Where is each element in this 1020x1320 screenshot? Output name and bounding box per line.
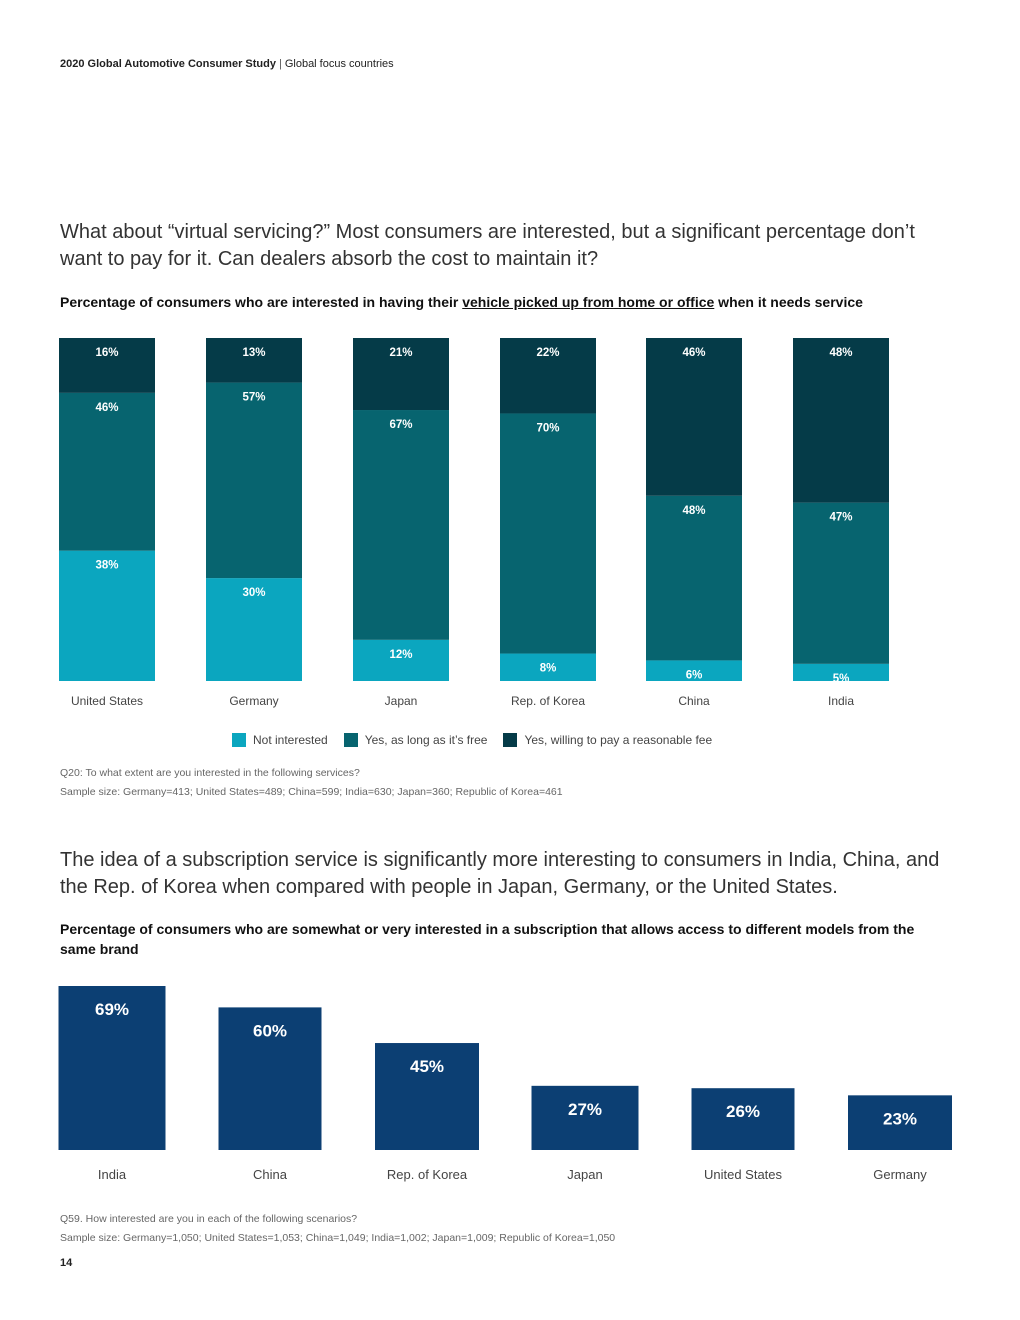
data-label: 22% (536, 347, 559, 359)
bar-india-yes-willing-to-pay-a-reasonable-fee (793, 338, 889, 503)
section1-question: Q20: To what extent are you interested i… (60, 767, 360, 779)
section2-headline: The idea of a subscription service is si… (60, 849, 940, 898)
bar-japan-yes-as-long-as-it-s-free (353, 410, 449, 640)
category-label-japan: Japan (385, 694, 418, 708)
bar-japan-not-interested (353, 639, 449, 681)
legend-label: Yes, as long as it’s free (364, 733, 488, 747)
category-label-united-states: United States (71, 694, 143, 708)
bar-china-yes-willing-to-pay-a-reasonable-fee (646, 338, 742, 496)
data-label: 5% (833, 673, 850, 685)
category-label-rep-of-korea: Rep. of Korea (511, 694, 585, 708)
bar-united-states (691, 1088, 795, 1150)
data-label: 46% (95, 402, 118, 414)
bar-china-not-interested (646, 660, 742, 681)
category-label-japan: Japan (567, 1167, 602, 1182)
bar-india-yes-as-long-as-it-s-free (793, 502, 889, 664)
data-label: 8% (540, 663, 557, 675)
data-label: 6% (686, 669, 703, 681)
data-label: 23% (883, 1109, 917, 1128)
header-separator: | (278, 58, 282, 70)
data-label: 67% (389, 419, 412, 431)
section2-question: Q59. How interested are you in each of t… (60, 1213, 358, 1225)
data-label: 48% (682, 505, 705, 517)
bar-united-states-yes-willing-to-pay-a-reasonable-fee (59, 338, 155, 393)
report-header: 2020 Global Automotive Consumer Study | Gl… (60, 58, 394, 70)
category-label-india: India (98, 1167, 127, 1182)
data-label: 45% (410, 1057, 444, 1076)
category-label-germany: Germany (229, 694, 278, 708)
legend-label: Not interested (253, 733, 328, 747)
data-label: 60% (253, 1021, 287, 1040)
section1-headline: What about “virtual servicing?” Most con… (60, 221, 915, 270)
chart-legend: Not interested Yes, as long as it’s free Y… (232, 733, 728, 747)
legend-item-yes-as-long-as-it-s-free: Yes, as long as it’s free (343, 733, 488, 747)
category-label-china: China (253, 1167, 288, 1182)
bar-germany (848, 1095, 952, 1150)
category-label-united-states: United States (704, 1167, 783, 1182)
data-label: 13% (242, 347, 265, 359)
subscription-bar-chart: 69% India 60% China 45% Rep. of Korea 27% Japan… (58, 986, 952, 1182)
bar-rep-of-korea-yes-willing-to-pay-a-reasonable-fee (500, 338, 596, 414)
data-label: 12% (389, 649, 412, 661)
bar-india-not-interested (793, 663, 889, 681)
section2-chart-title: Percentage of consumers who are somewhat… (60, 921, 915, 957)
bar-united-states-yes-as-long-as-it-s-free (59, 392, 155, 551)
bar-rep-of-korea-not-interested (500, 653, 596, 681)
category-label-india: India (828, 694, 854, 708)
data-label: 26% (726, 1102, 760, 1121)
data-label: 70% (536, 422, 559, 434)
bar-germany-yes-as-long-as-it-s-free (206, 382, 302, 579)
legend-item-not-interested: Not interested (232, 733, 328, 747)
report-section: Global focus countries (284, 58, 394, 70)
data-label: 16% (95, 347, 118, 359)
bar-germany-not-interested (206, 578, 302, 681)
section1-chart-title: Percentage of consumers who are interest… (60, 292, 940, 312)
legend-label: Yes, willing to pay a reasonable fee (524, 733, 713, 747)
category-label-rep-of-korea: Rep. of Korea (387, 1167, 468, 1182)
data-label: 27% (568, 1100, 602, 1119)
stacked-bar-chart: 38% 46% 16% United States 30% 57% 13% Germany 12… (59, 338, 889, 708)
page-number: 14 (60, 1257, 73, 1269)
bar-japan-yes-willing-to-pay-a-reasonable-fee (353, 338, 449, 411)
data-label: 48% (829, 347, 852, 359)
section1-sample-size: Sample size: Germany=413; United States=… (60, 786, 563, 798)
data-label: 21% (389, 347, 412, 359)
bar-china-yes-as-long-as-it-s-free (646, 495, 742, 661)
legend-swatch (343, 733, 358, 747)
category-label-germany: Germany (873, 1167, 927, 1182)
data-label: 38% (95, 560, 118, 572)
data-label: 30% (242, 587, 265, 599)
bar-japan (531, 1085, 639, 1150)
section2-sample-size: Sample size: Germany=1,050; United State… (60, 1232, 616, 1244)
bar-china (218, 1007, 322, 1150)
data-label: 69% (95, 1000, 129, 1019)
report-title: 2020 Global Automotive Consumer Study (60, 58, 276, 70)
legend-swatch (503, 733, 518, 747)
chart-title-underlined: vehicle picked up from home or office (462, 294, 715, 310)
data-label: 46% (682, 347, 705, 359)
category-label-china: China (678, 694, 710, 708)
chart-title-part2: when it needs service (714, 294, 863, 310)
bar-india (58, 986, 166, 1150)
bar-germany-yes-willing-to-pay-a-reasonable-fee (206, 338, 302, 383)
data-label: 47% (829, 512, 852, 524)
legend-item-yes-willing-to-pay-a-reasonable-fee: Yes, willing to pay a reasonable fee (503, 733, 712, 747)
legend-swatch (232, 733, 246, 747)
bar-rep-of-korea (375, 1043, 479, 1150)
bar-rep-of-korea-yes-as-long-as-it-s-free (500, 413, 596, 654)
data-label: 57% (242, 392, 265, 404)
bar-united-states-not-interested (59, 550, 155, 681)
chart-title-part1: Percentage of consumers who are interest… (60, 294, 463, 310)
